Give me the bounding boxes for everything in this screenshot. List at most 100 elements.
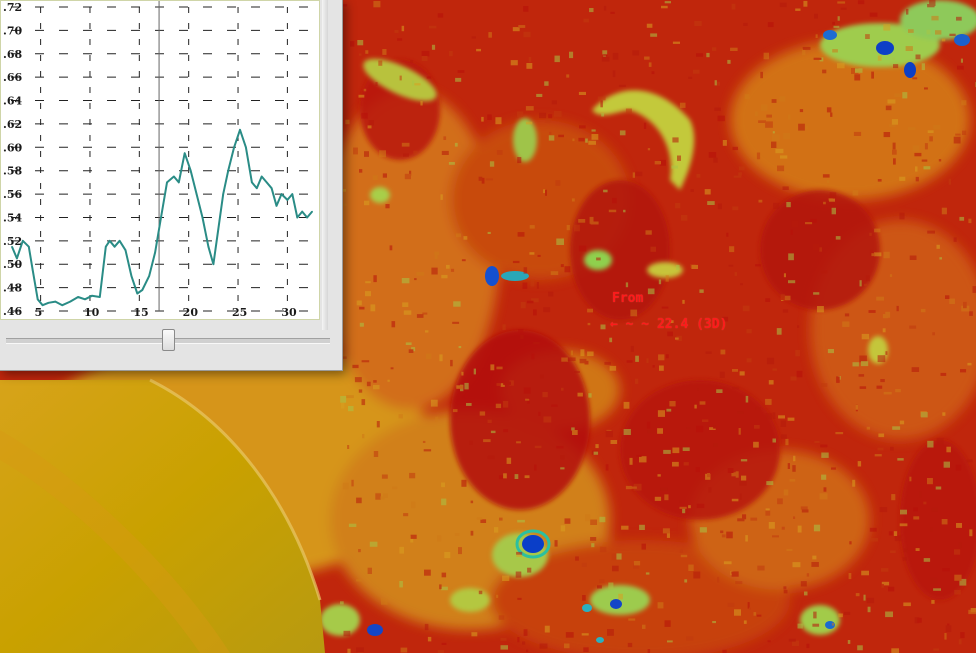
plot-scroll-thumb[interactable] <box>162 329 175 351</box>
raster-speckle <box>560 455 565 460</box>
raster-speckle <box>599 579 605 583</box>
raster-speckle <box>461 479 467 487</box>
raster-speckle <box>410 534 417 539</box>
raster-speckle <box>570 350 573 356</box>
raster-speckle <box>376 421 380 428</box>
raster-speckle <box>437 535 442 542</box>
raster-speckle <box>534 445 542 449</box>
raster-speckle <box>787 417 795 421</box>
raster-speckle <box>777 498 783 505</box>
raster-speckle <box>379 150 386 158</box>
raster-speckle <box>829 192 837 198</box>
raster-speckle <box>340 203 347 206</box>
raster-speckle <box>771 141 777 148</box>
raster-speckle <box>880 568 889 572</box>
raster-speckle <box>394 30 399 33</box>
series-point <box>31 269 34 271</box>
raster-speckle <box>441 150 449 155</box>
raster-speckle <box>564 643 570 649</box>
raster-speckle <box>865 34 870 39</box>
raster-speckle <box>891 119 898 125</box>
raster-speckle <box>782 295 791 301</box>
raster-speckle <box>531 298 539 303</box>
raster-speckle <box>572 430 578 435</box>
raster-speckle <box>500 637 507 642</box>
raster-speckle <box>659 365 664 371</box>
raster-speckle <box>882 328 886 333</box>
raster-speckle <box>571 427 575 431</box>
raster-speckle <box>860 361 869 367</box>
raster-speckle <box>549 131 552 135</box>
raster-speckle <box>571 198 575 202</box>
raster-speckle <box>581 562 587 567</box>
raster-speckle <box>746 329 752 334</box>
y-tick-label: .58 <box>3 165 22 178</box>
series-point <box>113 245 116 248</box>
series-point <box>77 296 79 298</box>
series-point <box>311 210 313 213</box>
raster-speckle <box>534 464 537 471</box>
raster-speckle <box>836 376 840 383</box>
raster-speckle <box>929 136 933 142</box>
raster-speckle <box>608 582 614 589</box>
raster-speckle <box>340 396 347 403</box>
raster-speckle <box>874 228 881 233</box>
raster-speckle <box>581 633 589 636</box>
raster-speckle <box>526 63 533 69</box>
raster-speckle <box>811 562 819 567</box>
raster-speckle <box>820 444 828 448</box>
x-tick-label: 30 <box>281 306 297 319</box>
raster-speckle <box>529 225 535 229</box>
profile-plot-window[interactable]: .46 .48 .50 .52 .54 .56 .58 .60 .62 .64 .66 .68 .70.… <box>0 0 343 371</box>
raster-speckle <box>560 264 564 268</box>
raster-speckle <box>461 259 466 262</box>
raster-speckle <box>782 186 789 190</box>
raster-speckle <box>755 111 758 116</box>
raster-speckle <box>820 383 828 387</box>
raster-speckle <box>927 130 934 133</box>
series-point <box>239 129 241 131</box>
raster-speckle <box>373 380 377 383</box>
y-tick-label: .60 <box>3 141 22 154</box>
raster-speckle <box>525 398 530 401</box>
raster-speckle <box>375 82 378 86</box>
raster-speckle <box>848 573 852 580</box>
raster-speckle <box>732 386 740 390</box>
series-point <box>251 181 253 184</box>
raster-speckle <box>864 283 868 287</box>
raster-speckle <box>768 522 775 529</box>
raster-speckle <box>852 479 856 487</box>
raster-speckle <box>431 267 438 275</box>
raster-speckle <box>954 549 961 555</box>
raster-speckle <box>409 170 412 176</box>
raster-speckle <box>383 493 389 498</box>
raster-speckle <box>666 408 672 412</box>
series-point <box>222 193 224 195</box>
raster-speckle <box>545 189 547 196</box>
raster-speckle <box>758 199 763 203</box>
raster-speckle <box>517 111 524 117</box>
raster-speckle <box>960 58 963 63</box>
raster-speckle <box>731 498 739 502</box>
raster-speckle <box>361 112 368 119</box>
raster-speckle <box>953 237 957 242</box>
raster-speckle <box>410 501 416 509</box>
raster-speckle <box>495 403 502 409</box>
raster-speckle <box>956 523 962 528</box>
raster-speckle <box>895 389 901 393</box>
raster-speckle <box>502 324 506 330</box>
raster-speckle <box>871 71 874 79</box>
profile-line-chart: .46 .48 .50 .52 .54 .56 .58 .60 .62 .64 .66 .68 .70.… <box>3 1 317 319</box>
raster-speckle <box>798 123 805 131</box>
series-point <box>16 257 18 260</box>
raster-speckle <box>607 629 614 636</box>
raster-speckle <box>871 253 875 257</box>
raster-speckle <box>803 0 808 7</box>
raster-speckle <box>857 461 862 467</box>
raster-speckle <box>892 426 901 430</box>
raster-speckle <box>813 611 817 619</box>
raster-speckle <box>476 48 481 52</box>
raster-speckle <box>522 282 528 289</box>
raster-speckle <box>942 567 950 572</box>
